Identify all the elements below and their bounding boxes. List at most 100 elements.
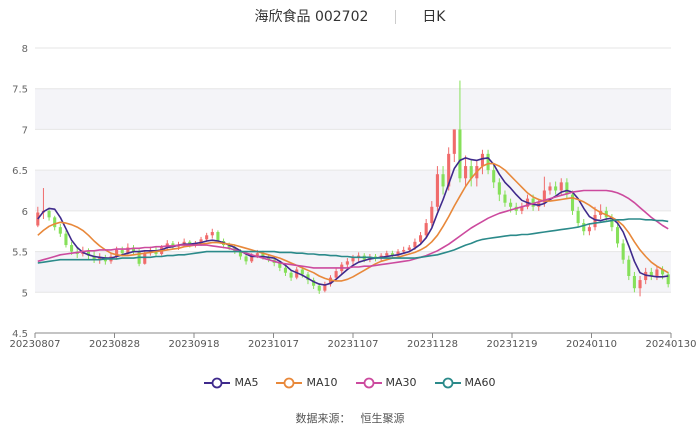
candle-body	[98, 257, 102, 260]
candle-body	[424, 223, 428, 236]
candle-body	[593, 214, 597, 228]
x-tick-label: 20231107	[328, 339, 379, 350]
candle-body	[565, 182, 569, 195]
candle-body	[615, 227, 620, 244]
candle-body	[520, 206, 524, 211]
candle-body	[559, 182, 563, 191]
candle-body	[334, 271, 338, 278]
candle-body	[542, 190, 546, 203]
moving-average-lines	[37, 157, 669, 286]
candle-body	[469, 166, 473, 179]
candle-body	[452, 129, 456, 154]
ma-line-ma10	[37, 162, 669, 282]
title-separator	[394, 10, 396, 24]
x-tick-label: 20231017	[248, 339, 299, 350]
plot-bands	[35, 88, 671, 293]
plot-band	[35, 88, 671, 130]
x-tick-label: 20230918	[169, 339, 220, 350]
y-tick-label: 5	[22, 288, 28, 299]
candle-body	[666, 274, 670, 285]
candle-body	[244, 256, 248, 262]
candle-body	[661, 269, 665, 275]
candle-body	[64, 233, 68, 246]
candle-body	[373, 256, 378, 259]
candle-body	[278, 262, 282, 268]
candle-body	[497, 182, 501, 195]
candle-body	[300, 269, 304, 275]
legend-item-ma30[interactable]: MA30	[355, 376, 417, 389]
candle-body	[447, 153, 451, 187]
y-tick-label: 6	[22, 207, 28, 218]
ma-line-ma5	[37, 157, 669, 286]
candle-body	[385, 253, 389, 256]
legend-item-ma60[interactable]: MA60	[434, 376, 496, 389]
candle-body	[92, 255, 96, 260]
candle-body	[464, 166, 468, 179]
y-axis-ticks: 4.5 5 5.5 6 6.5 7 7.5 8	[12, 44, 28, 340]
x-tick-label: 20240110	[566, 339, 617, 350]
ma-line-ma30	[37, 189, 669, 269]
source-provider: 恒生聚源	[360, 412, 405, 425]
ma-line-ma60	[37, 218, 669, 264]
candle-body	[390, 253, 394, 256]
x-tick-label: 20231219	[487, 339, 538, 350]
candle-body	[413, 241, 417, 248]
candle-body	[199, 239, 203, 244]
legend-item-ma10[interactable]: MA10	[276, 376, 338, 389]
y-tick-label: 7	[22, 125, 28, 136]
candle-body	[610, 217, 614, 228]
x-tick-label: 20230807	[10, 339, 61, 350]
y-tick-label: 6.5	[12, 166, 28, 177]
stock-title: 海欣食品 002702	[254, 9, 369, 25]
candle-body	[632, 276, 636, 289]
x-tick-label: 20231128	[407, 339, 458, 350]
candle-body	[283, 267, 288, 273]
candle-body	[435, 174, 439, 207]
candle-body	[402, 249, 406, 252]
candle-body	[480, 153, 484, 167]
candle-body	[47, 210, 51, 218]
candle-body	[627, 259, 631, 276]
candle-body	[312, 280, 316, 286]
legend-label: MA5	[234, 376, 259, 389]
y-tick-label: 4.5	[12, 329, 28, 340]
legend-label: MA30	[385, 376, 417, 389]
y-tick-label: 8	[22, 44, 28, 55]
y-tick-label: 5.5	[12, 248, 28, 259]
candle-body	[345, 261, 349, 265]
x-tick-label: 20230828	[89, 339, 140, 350]
legend-marker	[276, 377, 303, 388]
candle-body	[289, 272, 293, 278]
candle-body	[227, 245, 231, 248]
candle-body	[492, 170, 496, 183]
x-axis: 20230807 20230828 20230918 20231017 20231107…	[10, 332, 697, 350]
candle-body	[238, 251, 242, 257]
period-label: 日K	[422, 9, 446, 25]
chart-header: 海欣食品 002702 日K	[0, 6, 700, 26]
candle-body	[418, 235, 423, 242]
candle-body	[306, 274, 310, 281]
candle-body	[131, 247, 136, 252]
candle-body	[205, 235, 209, 240]
candle-body	[86, 251, 91, 256]
candle-body	[407, 247, 411, 250]
candle-body	[576, 210, 580, 224]
candle-body	[53, 217, 57, 228]
legend: MA5 MA10 MA30 MA60	[0, 376, 700, 392]
legend-marker	[355, 377, 382, 388]
candle-body	[120, 249, 124, 254]
candle-body	[396, 251, 400, 256]
candle-body	[582, 223, 586, 232]
candle-body	[655, 269, 659, 276]
x-tick-label: 20240130	[646, 339, 697, 350]
candle-body	[255, 253, 259, 256]
candle-body	[430, 206, 434, 224]
candle-body	[486, 153, 490, 171]
legend-item-ma5[interactable]: MA5	[204, 376, 258, 389]
candle-body	[317, 285, 321, 291]
candle-body	[193, 243, 197, 246]
y-tick-label: 7.5	[12, 85, 28, 96]
candle-body	[638, 280, 642, 289]
candle-body	[70, 245, 74, 252]
